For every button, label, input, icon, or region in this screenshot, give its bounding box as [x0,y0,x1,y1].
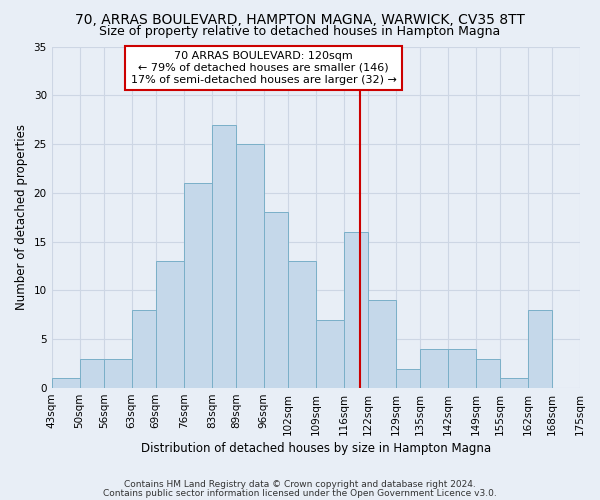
Bar [52,378,80,388]
Bar [236,144,264,388]
Text: 70, ARRAS BOULEVARD, HAMPTON MAGNA, WARWICK, CV35 8TT: 70, ARRAS BOULEVARD, HAMPTON MAGNA, WARW… [75,12,525,26]
Text: 70 ARRAS BOULEVARD: 120sqm
← 79% of detached houses are smaller (146)
17% of sem: 70 ARRAS BOULEVARD: 120sqm ← 79% of deta… [131,52,397,84]
Bar [476,359,500,388]
Bar [104,359,132,388]
Y-axis label: Number of detached properties: Number of detached properties [15,124,28,310]
Bar [156,261,184,388]
Bar [528,310,552,388]
Bar [396,368,420,388]
Bar [264,212,288,388]
X-axis label: Distribution of detached houses by size in Hampton Magna: Distribution of detached houses by size … [141,442,491,455]
Bar [368,300,396,388]
Bar [80,359,104,388]
Bar [448,349,476,388]
Bar [184,183,212,388]
Bar [132,310,156,388]
Bar [344,232,368,388]
Text: Contains public sector information licensed under the Open Government Licence v3: Contains public sector information licen… [103,488,497,498]
Bar [500,378,528,388]
Bar [420,349,448,388]
Bar [316,320,344,388]
Bar [288,261,316,388]
Bar [212,124,236,388]
Text: Contains HM Land Registry data © Crown copyright and database right 2024.: Contains HM Land Registry data © Crown c… [124,480,476,489]
Text: Size of property relative to detached houses in Hampton Magna: Size of property relative to detached ho… [100,25,500,38]
